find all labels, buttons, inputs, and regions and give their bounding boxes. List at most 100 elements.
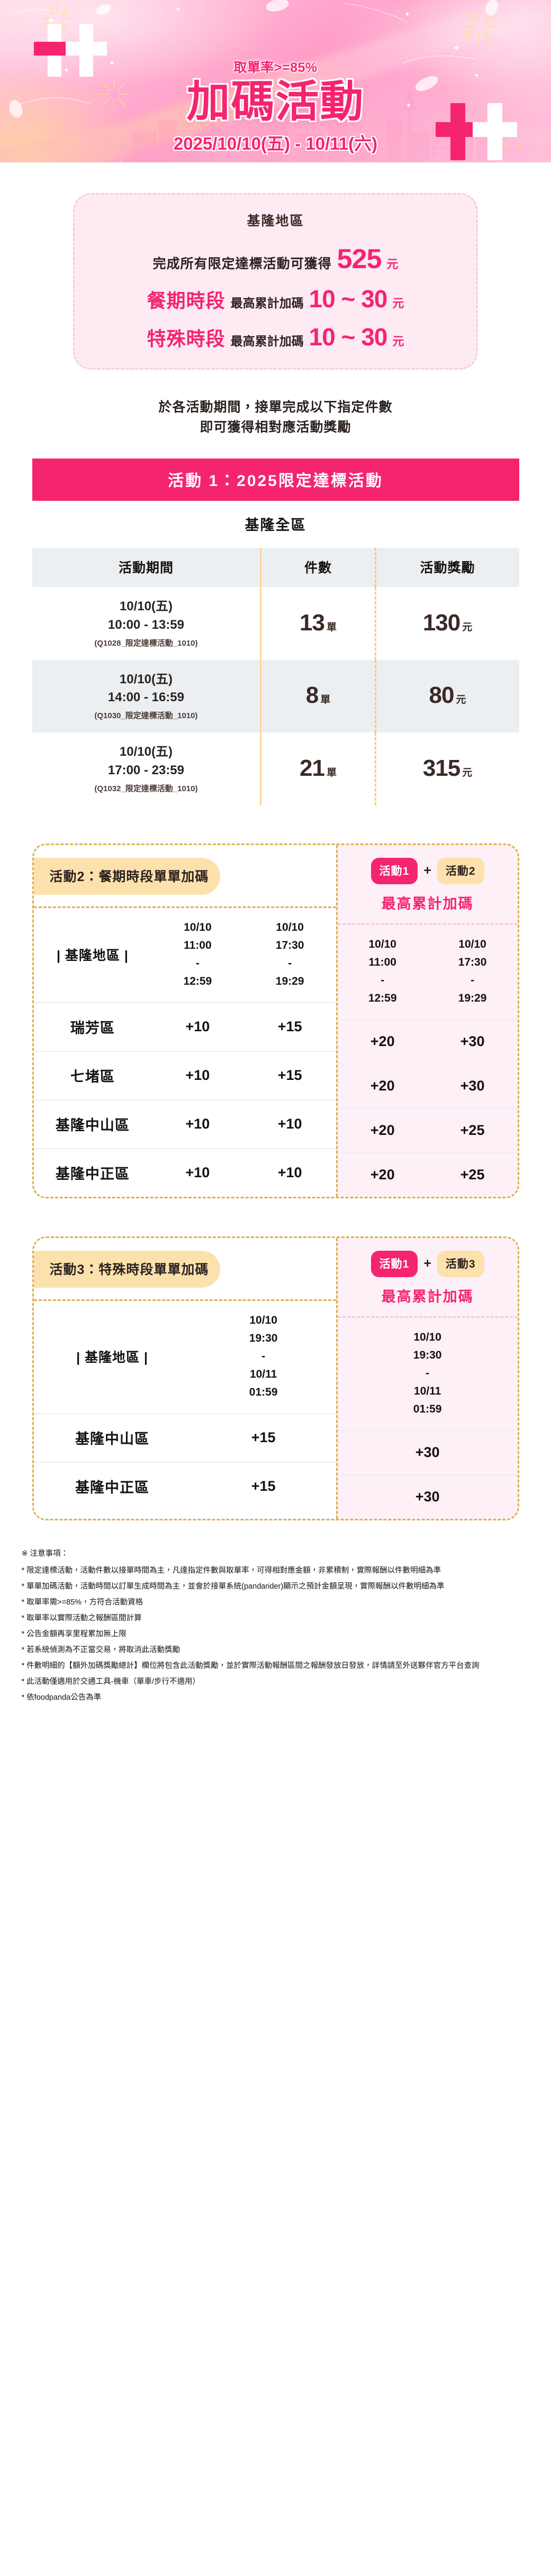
summary-special-tag: 特殊時段 — [147, 328, 225, 350]
activity3-region-label: | 基隆地區 | — [76, 1350, 148, 1365]
activity1-reward-cell: 80 元 — [374, 659, 519, 733]
activity2-right-table: 10/10 11:00 - 12:59 10/10 17:30 - 19:29 … — [337, 925, 518, 1197]
summary-section: 基隆地區 完成所有限定達標活動可獲得 525 元 餐期時段 最高累計加碼 10 … — [0, 162, 551, 370]
activity3-right-header-row: 10/10 19:30 - 10/11 01:59 — [338, 1318, 518, 1431]
activity1-col-count: 件數 — [260, 548, 376, 587]
activity3-slot-1: 10/10 19:30 - 10/11 01:59 — [249, 1314, 278, 1398]
activity2-row-region: 基隆中山區 — [33, 1099, 152, 1149]
activity1-count-unit: 單 — [326, 621, 337, 633]
table-row: 10/10(五) 14:00 - 16:59 (Q1030_限定達標活動_101… — [32, 659, 519, 733]
activity3-title: 活動3：特殊時段單單加碼 — [33, 1250, 221, 1288]
note-item: * 取單率以實際活動之報酬區間計算 — [21, 1614, 142, 1622]
activity1-count: 13 — [300, 609, 325, 636]
firework-decorations — [9, 0, 523, 162]
activity2-row-total-bonus: +20 — [337, 1107, 428, 1153]
table-row: +20 +25 — [337, 1152, 518, 1197]
sparkle-icon: ✦ — [474, 71, 480, 79]
activity3-left-header-row: | 基隆地區 | 10/10 19:30 - 10/11 01:59 — [34, 1301, 336, 1414]
activity1-count: 8 — [305, 682, 319, 709]
activity1-time: 14:00 - 16:59 — [107, 690, 184, 705]
activity2-row-total-bonus: +20 — [337, 1019, 428, 1064]
summary-meal-label: 最高累計加碼 — [230, 296, 304, 310]
activity1-code: (Q1032_限定達標活動_1010) — [94, 784, 198, 793]
activity1-reward-unit: 元 — [462, 621, 473, 633]
activity2-left-divider — [33, 906, 336, 908]
hero-banner: ✦ ✦ ✦ ✦ ✦ ✦ ✦ ✦ ✦ 取單率>=85% 加碼活動 2025/10/… — [0, 0, 551, 162]
activity3-right-slot-1: 10/10 19:30 - 10/11 01:59 — [413, 1331, 442, 1415]
table-row: +20 +25 — [337, 1107, 518, 1153]
note-item: * 此活動僅適用於交通工具-機車（單車/步行不適用） — [21, 1677, 201, 1686]
note-item: * 限定達標活動，活動件數以接單時間為主，凡達指定件數與取單率，可得相對應金額，… — [21, 1566, 441, 1575]
activity2-right-column: 活動1 + 活動2 最高累計加碼 10/10 11:00 - 12:59 10/… — [336, 845, 518, 1197]
note-item: * 單單加碼活動，活動時間以訂單生成時間為主，並會於接單系統(pandaride… — [21, 1582, 445, 1591]
note-item: * 取單率需>=85%，方符合活動資格 — [21, 1598, 143, 1607]
activity3-row-region: 基隆中山區 — [33, 1413, 191, 1462]
activity1-count-unit: 單 — [326, 767, 337, 778]
activity1-count-unit: 單 — [320, 694, 331, 706]
table-row: 瑞芳區 +10 +15 — [33, 1002, 336, 1051]
table-row: 10/10(五) 17:00 - 23:59 (Q1032_限定達標活動_101… — [32, 732, 519, 805]
notes-title: ※ 注意事項： — [21, 1549, 69, 1558]
activity2-slot-1: 10/10 11:00 - 12:59 — [183, 921, 212, 987]
plus-icon: + — [423, 1256, 431, 1271]
activity2-row-region: 七堵區 — [33, 1050, 152, 1100]
activity2-combo-header: 活動1 + 活動2 最高累計加碼 — [338, 845, 518, 923]
activity2-row-bonus: +10 — [243, 1148, 336, 1197]
activity1-date: 10/10(五) — [119, 599, 173, 613]
activity2-left-column: 活動2：餐期時段單單加碼 | 基隆地區 | 10/10 11:00 - 12:5… — [33, 845, 336, 1197]
table-row: 10/10(五) 10:00 - 13:59 (Q1028_限定達標活動_101… — [32, 587, 519, 660]
activity1-reward-cell: 315 元 — [374, 732, 519, 805]
activity1-section: 活動 1：2025限定達標活動 基隆全區 活動期間 件數 活動獎勵 10/10(… — [32, 459, 519, 805]
summary-region-title: 基隆地區 — [247, 214, 304, 228]
summary-meal-unit: 元 — [392, 297, 404, 310]
table-row: 基隆中正區 +15 — [33, 1461, 336, 1510]
activity2-slot-header-2: 10/10 17:30 - 19:29 — [244, 908, 336, 1003]
summary-total-label: 完成所有限定達標活動可獲得 — [152, 256, 332, 271]
table-row: 基隆中正區 +10 +10 — [33, 1148, 336, 1197]
summary-special-unit: 元 — [392, 335, 404, 348]
activity3-title-row: 活動3：特殊時段單單加碼 — [33, 1238, 336, 1299]
activity2-row-bonus: +10 — [151, 1050, 244, 1100]
activity2-left-header-row: | 基隆地區 | 10/10 11:00 - 12:59 10/10 17:30… — [34, 908, 336, 1003]
activity2-slot-2: 10/10 17:30 - 19:29 — [275, 921, 304, 987]
activity2-row-total-bonus: +20 — [337, 1152, 428, 1197]
activity1-reward: 80 — [429, 682, 455, 709]
activity2-slot-header-1: 10/10 11:00 - 12:59 — [151, 908, 243, 1003]
activity3-row-bonus: +15 — [191, 1461, 336, 1510]
intro-line-1: 於各活動期間，接單完成以下指定件數 — [158, 400, 393, 415]
activity3-chip-row: 活動1 + 活動3 — [347, 1250, 508, 1277]
activity1-count-cell: 13 單 — [260, 587, 376, 660]
activity2-row-total-bonus: +30 — [427, 1063, 518, 1108]
spacer — [0, 805, 551, 844]
sparkle-icon: ✦ — [114, 159, 127, 163]
activity1-reward: 315 — [422, 755, 460, 781]
table-row: 基隆中山區 +10 +10 — [33, 1099, 336, 1149]
activity3-chip-activity1: 活動1 — [371, 1250, 418, 1277]
activity1-time: 17:00 - 23:59 — [107, 763, 184, 777]
activity2-chip-row: 活動1 + 活動2 — [347, 857, 508, 884]
notes-section: ※ 注意事項： * 限定達標活動，活動件數以接單時間為主，凡達指定件數與取單率，… — [11, 1520, 540, 1727]
activity2-region-header: | 基隆地區 | — [34, 908, 152, 1003]
plus-logo-bottom-right — [429, 103, 535, 162]
summary-meal-value: 10 ~ 30 — [309, 285, 388, 313]
activity2-row-total-bonus: +25 — [427, 1107, 518, 1153]
activity1-code: (Q1030_限定達標活動_1010) — [94, 711, 198, 721]
activity2-left-table: | 基隆地區 | 10/10 11:00 - 12:59 10/10 17:30… — [33, 908, 336, 1197]
sparkle-icon: ✦ — [175, 5, 181, 13]
activity2-row-bonus: +10 — [151, 1148, 244, 1197]
activity2-row-total-bonus: +20 — [337, 1063, 428, 1108]
intro-line-2: 即可獲得相對應活動獎勵 — [200, 420, 351, 435]
sparkle-icon: ✦ — [64, 66, 69, 74]
table-row: 七堵區 +10 +15 — [33, 1050, 336, 1100]
sparkle-icon: ✦ — [405, 101, 412, 109]
hero-glow-right — [403, 0, 551, 122]
summary-row-meal-period: 餐期時段 最高累計加碼 10 ~ 30 元 — [88, 285, 463, 313]
activity3-combo-header: 活動1 + 活動3 最高累計加碼 — [338, 1238, 518, 1316]
activity3-row-region: 基隆中正區 — [33, 1461, 191, 1510]
summary-total-unit: 元 — [386, 258, 399, 271]
activity2-row-bonus: +15 — [243, 1050, 336, 1100]
activity1-reward-unit: 元 — [462, 767, 473, 778]
hero-kicker: 取單率>=85% — [233, 60, 318, 75]
activity2-chip-activity1: 活動1 — [371, 857, 418, 884]
